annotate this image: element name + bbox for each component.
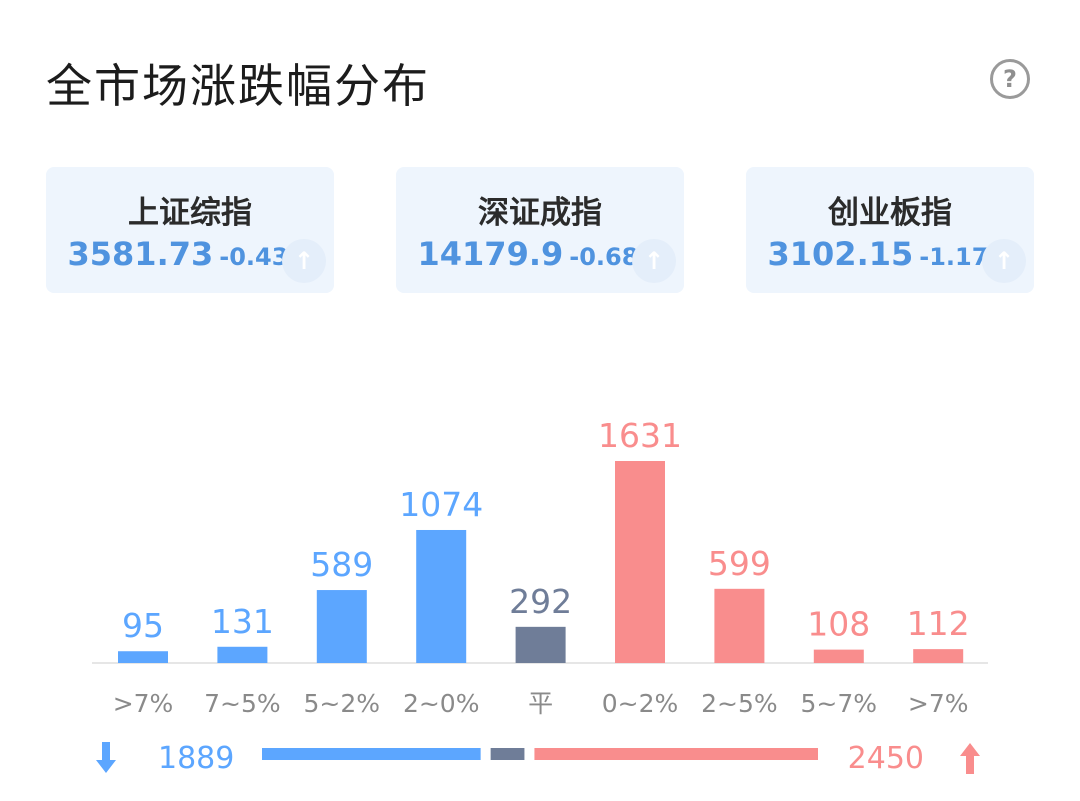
category-label: 平 <box>528 689 553 718</box>
category-label: 5~7% <box>801 689 878 718</box>
category-label: 7~5% <box>204 689 281 718</box>
bar <box>615 461 665 663</box>
question-circle-icon[interactable]: ? <box>990 59 1030 99</box>
bar-value-label: 131 <box>211 602 274 641</box>
bar-value-label: 589 <box>310 545 373 584</box>
trend-arrow-icon: ↑ <box>982 239 1026 283</box>
arrow-down-icon <box>96 742 116 773</box>
category-label: 2~5% <box>701 689 778 718</box>
index-value: 3102.15 <box>767 235 914 273</box>
bar-value-label: 292 <box>509 582 572 621</box>
bar-value-label: 112 <box>907 604 970 643</box>
category-label: 2~0% <box>403 689 480 718</box>
bar-value-label: 108 <box>807 605 870 644</box>
bar-value-label: 95 <box>122 606 164 645</box>
bar <box>217 646 268 663</box>
bar <box>118 651 168 663</box>
index-value: 14179.9 <box>417 235 564 273</box>
bar-value-label: 1631 <box>598 416 682 455</box>
index-name: 创业板指 <box>828 195 952 231</box>
up-total-count: 2450 <box>848 741 924 776</box>
index-value: 3581.73 <box>67 235 214 273</box>
bar-value-label: 599 <box>708 544 771 583</box>
index-card-szse[interactable]: 深证成指 14179.9 -0.68% ↑ <box>396 167 684 293</box>
page-title: 全市场涨跌幅分布 <box>46 59 430 113</box>
arrow-up-icon <box>960 743 980 774</box>
category-label: 5~2% <box>304 689 381 718</box>
trend-arrow-icon: ↑ <box>282 239 326 283</box>
bar <box>316 590 367 663</box>
index-card-sse[interactable]: 上证综指 3581.73 -0.43% ↑ <box>46 167 334 293</box>
category-label: >7% <box>113 689 174 718</box>
bar <box>515 626 566 663</box>
down-total-count: 1889 <box>158 741 234 776</box>
down-summary-bar <box>262 748 481 760</box>
index-card-chinext[interactable]: 创业板指 3102.15 -1.17% ↑ <box>746 167 1034 293</box>
index-name: 上证综指 <box>128 195 252 231</box>
flat-summary-bar <box>490 748 525 760</box>
category-label: 0~2% <box>602 689 679 718</box>
up-summary-bar <box>534 748 818 760</box>
index-name: 深证成指 <box>478 195 602 231</box>
category-label: >7% <box>908 689 969 718</box>
bar <box>416 529 467 663</box>
bar <box>913 649 964 663</box>
bar-value-label: 1074 <box>399 485 483 524</box>
index-value-line: 14179.9 -0.68% <box>396 235 684 273</box>
trend-arrow-icon: ↑ <box>632 239 676 283</box>
bar <box>813 649 864 663</box>
bar <box>714 588 765 663</box>
